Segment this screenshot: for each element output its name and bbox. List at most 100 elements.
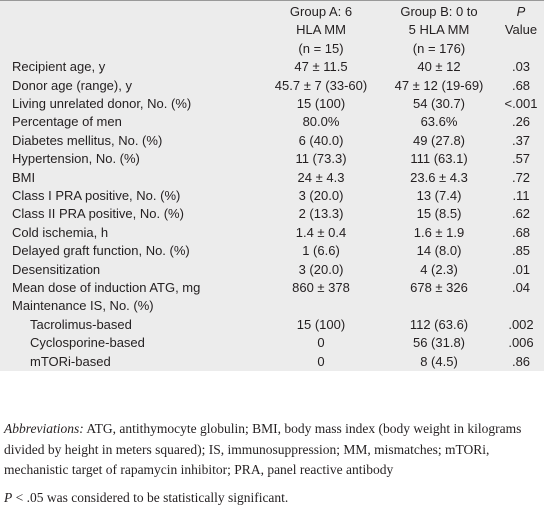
cell: 0 bbox=[317, 335, 325, 351]
table-row: Class I PRA positive, No. (%) 3 (20.0) 13 … bbox=[0, 187, 544, 205]
cell: .68 bbox=[511, 77, 531, 93]
table-row: Percentage of men 80.0% 63.6% .26 bbox=[0, 113, 544, 131]
cell: 45.7 ± 7 (33-60) bbox=[274, 77, 368, 93]
table-row: Delayed graft function, No. (%) 1 (6.6) 14… bbox=[0, 242, 544, 260]
cell: .03 bbox=[511, 59, 531, 75]
table-row: Donor age (range), y 45.7 ± 7 (33-60) 47 ±… bbox=[0, 77, 544, 95]
row-label: Donor age (range), y bbox=[12, 77, 132, 93]
table-row: Living unrelated donor, No. (%) 15 (100) 5… bbox=[0, 95, 544, 113]
row-label: Percentage of men bbox=[12, 114, 122, 130]
cell: 47 ± 11.5 bbox=[294, 59, 348, 75]
row-label: Mean dose of induction ATG, mg bbox=[12, 280, 201, 296]
cell: 63.6% bbox=[420, 114, 458, 130]
significance-text: < .05 was considered to be statistically… bbox=[15, 489, 289, 505]
row-label: Desensitization bbox=[12, 261, 101, 277]
cell: <.001 bbox=[504, 95, 538, 111]
cell: 56 (31.8) bbox=[412, 335, 466, 351]
row-label: Delayed graft function, No. (%) bbox=[12, 243, 190, 259]
cell: 47 ± 12 (19-69) bbox=[394, 77, 484, 93]
cell: .37 bbox=[511, 132, 531, 148]
cell: 1.6 ± 1.9 bbox=[413, 224, 465, 240]
cell: 23.6 ± 4.3 bbox=[410, 169, 468, 185]
row-label: Recipient age, y bbox=[12, 59, 106, 75]
table-row: Recipient age, y 47 ± 11.5 40 ± 12 .03 bbox=[0, 58, 544, 76]
cell: 1.4 ± 0.4 bbox=[295, 224, 347, 240]
table-header: Group A: 6 HLA MM (n = 15) Group B: 0 to 5 H… bbox=[0, 1, 544, 58]
cell: 678 ± 326 bbox=[410, 280, 468, 296]
cell: 14 (8.0) bbox=[416, 243, 462, 259]
abbreviations-text: ATG, antithymocyte globulin; BMI, body m… bbox=[4, 421, 522, 477]
header-line: P bbox=[516, 4, 526, 19]
row-label: Class II PRA positive, No. (%) bbox=[12, 206, 184, 222]
cell: 40 ± 12 bbox=[417, 59, 461, 75]
cell: 112 (63.6) bbox=[409, 316, 469, 332]
header-line: (n = 15) bbox=[298, 40, 344, 56]
abbreviations-note: Abbreviations: ATG, antithymocyte globul… bbox=[4, 419, 540, 481]
significance-symbol: P bbox=[4, 489, 13, 505]
table-row: Diabetes mellitus, No. (%) 6 (40.0) 49 (27… bbox=[0, 132, 544, 150]
header-cell: Group A: 6 HLA MM (n = 15) bbox=[262, 1, 380, 58]
cell: .85 bbox=[511, 243, 531, 259]
cell: .01 bbox=[511, 261, 531, 277]
cell: 54 (30.7) bbox=[412, 95, 466, 111]
header-line: Group B: 0 to bbox=[400, 4, 478, 19]
row-label: Cold ischemia, h bbox=[12, 224, 109, 240]
cell: .006 bbox=[508, 335, 534, 351]
table-row: Hypertension, No. (%) 11 (73.3) 111 (63.1)… bbox=[0, 150, 544, 168]
cell: 1 (6.6) bbox=[302, 243, 340, 259]
cell: .68 bbox=[511, 224, 531, 240]
header-cell: Group B: 0 to 5 HLA MM (n = 176) bbox=[380, 1, 498, 58]
row-label: BMI bbox=[12, 169, 36, 185]
cell: 4 (2.3) bbox=[420, 261, 458, 277]
cell: 3 (20.0) bbox=[298, 188, 344, 204]
row-label: mTORi-based bbox=[30, 353, 111, 369]
table-row: Cyclosporine-based 0 56 (31.8) .006 bbox=[0, 334, 544, 352]
cell: 15 (100) bbox=[296, 316, 346, 332]
cell: 24 ± 4.3 bbox=[297, 169, 345, 185]
cell: .11 bbox=[512, 188, 530, 204]
cell: .62 bbox=[511, 206, 531, 222]
table-row: Mean dose of induction ATG, mg 860 ± 378 6… bbox=[0, 279, 544, 297]
table-row: Tacrolimus-based 15 (100) 112 (63.6) .002 bbox=[0, 316, 544, 334]
cell: 8 (4.5) bbox=[420, 353, 458, 369]
cell: 0 bbox=[317, 353, 325, 369]
header-row: Group A: 6 HLA MM (n = 15) Group B: 0 to 5 H… bbox=[0, 1, 544, 58]
cell: .72 bbox=[511, 169, 531, 185]
header-blank bbox=[0, 1, 262, 58]
header-line: Group A: 6 bbox=[289, 4, 353, 19]
table-row: Class II PRA positive, No. (%) 2 (13.3) 15… bbox=[0, 205, 544, 223]
table-row: Desensitization 3 (20.0) 4 (2.3) .01 bbox=[0, 261, 544, 279]
cell: 49 (27.8) bbox=[412, 132, 466, 148]
row-label: Diabetes mellitus, No. (%) bbox=[12, 132, 163, 148]
header-line: 5 HLA MM bbox=[408, 22, 470, 38]
abbreviations-label: Abbreviations: bbox=[4, 421, 84, 436]
header-line: HLA MM bbox=[296, 22, 346, 38]
table-row: mTORi-based 0 8 (4.5) .86 bbox=[0, 353, 544, 371]
cell: .26 bbox=[511, 114, 531, 130]
cell: 11 (73.3) bbox=[295, 151, 347, 167]
table-panel: Group A: 6 HLA MM (n = 15) Group B: 0 to 5 H… bbox=[0, 0, 544, 372]
table: Group A: 6 HLA MM (n = 15) Group B: 0 to 5 H… bbox=[0, 1, 544, 371]
cell: .04 bbox=[511, 280, 531, 296]
row-label: Hypertension, No. (%) bbox=[12, 151, 140, 167]
table-row: BMI 24 ± 4.3 23.6 ± 4.3 .72 bbox=[0, 169, 544, 187]
header-line: (n = 176) bbox=[412, 40, 466, 56]
significance-note: P < .05 was considered to be statistical… bbox=[4, 488, 540, 509]
cell: .86 bbox=[511, 353, 531, 369]
cell: 3 (20.0) bbox=[298, 261, 344, 277]
footnotes: Abbreviations: ATG, antithymocyte globul… bbox=[4, 419, 540, 508]
table-row: Cold ischemia, h 1.4 ± 0.4 1.6 ± 1.9 .68 bbox=[0, 224, 544, 242]
cell: 6 (40.0) bbox=[298, 132, 344, 148]
cell: 860 ± 378 bbox=[292, 280, 350, 296]
row-label: Living unrelated donor, No. (%) bbox=[12, 95, 192, 111]
row-label: Tacrolimus-based bbox=[30, 316, 132, 332]
group-row: Maintenance IS, No. (%) bbox=[0, 297, 544, 315]
cell: .57 bbox=[511, 151, 531, 167]
cell: 13 (7.4) bbox=[416, 188, 462, 204]
cell: 111 (63.1) bbox=[410, 151, 468, 167]
row-label: Class I PRA positive, No. (%) bbox=[12, 188, 181, 204]
header-line: Value bbox=[504, 22, 538, 38]
row-label: Cyclosporine-based bbox=[30, 335, 145, 351]
cell: 15 (8.5) bbox=[416, 206, 462, 222]
